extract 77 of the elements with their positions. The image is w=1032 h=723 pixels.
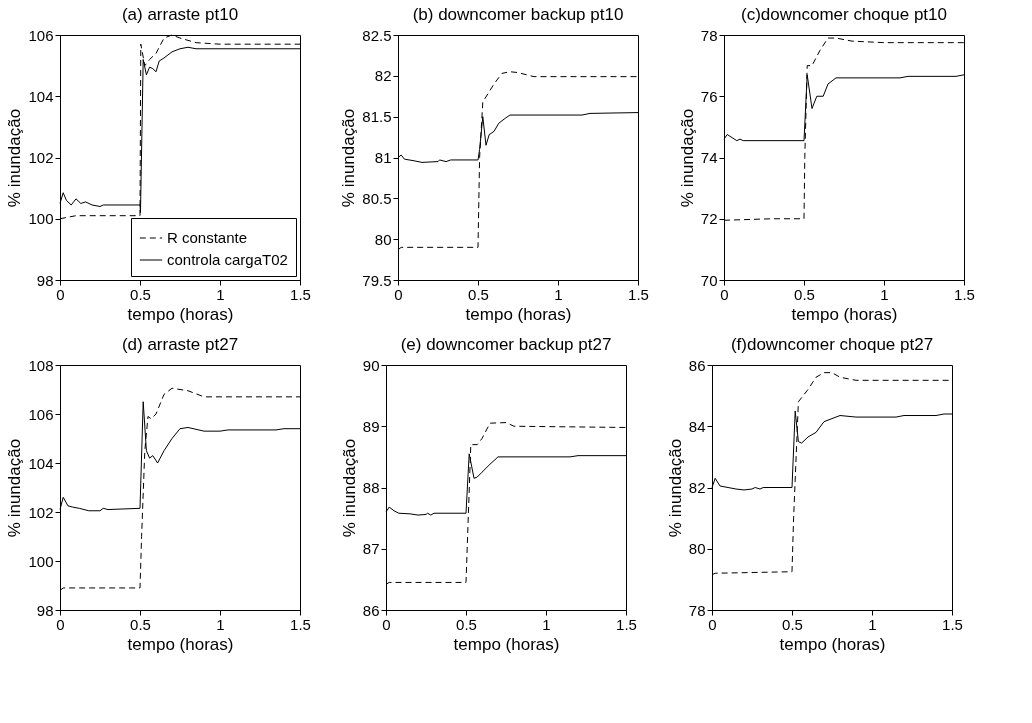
x-tick-label: 1.5 <box>942 615 963 633</box>
x-tick-label: 0 <box>56 285 65 303</box>
y-tick-label: 106 <box>28 26 54 44</box>
y-tick-label: 98 <box>36 601 54 619</box>
x-axis-title: tempo (horas) <box>779 634 886 654</box>
x-tick-label: 0 <box>720 285 729 303</box>
y-tick-label: 74 <box>700 149 718 166</box>
y-axis-title: % inundação <box>339 438 359 538</box>
y-tick-label: 89 <box>362 417 380 435</box>
x-tick-label: 0 <box>382 615 391 633</box>
y-tick-label: 84 <box>688 417 706 435</box>
x-tick-label: 0.5 <box>130 615 151 633</box>
legend-label: R constante <box>167 229 248 246</box>
x-axis-title: tempo (horas) <box>127 634 234 654</box>
y-tick-label: 102 <box>28 149 54 166</box>
y-tick-label: 72 <box>700 210 718 228</box>
y-tick-label: 70 <box>700 271 718 289</box>
x-tick-label: 1 <box>216 285 225 303</box>
x-tick-label: 0 <box>56 615 65 633</box>
y-tick-label: 86 <box>688 356 706 374</box>
x-tick-label: 1.5 <box>628 285 649 303</box>
y-tick-label: 100 <box>28 552 54 570</box>
x-axis-title: tempo (horas) <box>791 304 898 324</box>
x-tick-label: 0 <box>708 615 717 633</box>
x-axis-title: tempo (horas) <box>127 304 234 324</box>
y-axis-title: % inundação <box>5 108 25 208</box>
x-tick-label: 1.5 <box>290 285 311 303</box>
y-tick-label: 80 <box>688 540 706 558</box>
y-tick-label: 90 <box>362 356 380 374</box>
y-tick-label: 80.5 <box>362 189 392 207</box>
x-tick-label: 1 <box>542 615 551 633</box>
y-tick-label: 104 <box>28 454 54 472</box>
y-tick-label: 102 <box>28 503 54 521</box>
x-tick-label: 0.5 <box>130 285 151 303</box>
x-tick-label: 1 <box>880 285 889 303</box>
y-tick-label: 106 <box>28 405 54 423</box>
x-tick-label: 1 <box>868 615 877 633</box>
y-tick-label: 87 <box>362 540 380 558</box>
y-axis-title: % inundação <box>5 438 25 538</box>
x-axis-title: tempo (horas) <box>453 634 560 654</box>
chart-title: (f)downcomer choque pt27 <box>730 335 934 354</box>
y-tick-label: 82.5 <box>362 26 392 44</box>
x-tick-label: 0.5 <box>782 615 803 633</box>
x-tick-label: 0 <box>394 285 403 303</box>
y-axis-title: % inundação <box>665 438 685 538</box>
y-tick-label: 78 <box>688 601 706 619</box>
y-tick-label: 79.5 <box>362 271 392 289</box>
chart-title: (b) downcomer backup pt10 <box>412 5 624 24</box>
chart-title: (d) arraste pt27 <box>121 335 239 354</box>
y-tick-label: 78 <box>700 26 718 44</box>
x-tick-label: 1.5 <box>290 615 311 633</box>
y-tick-label: 104 <box>28 87 54 105</box>
x-tick-label: 0.5 <box>456 615 477 633</box>
chart-title: (e) downcomer backup pt27 <box>400 335 612 354</box>
x-tick-label: 1.5 <box>954 285 975 303</box>
y-tick-label: 81.5 <box>362 108 392 126</box>
chart-title: (c)downcomer choque pt10 <box>740 5 948 24</box>
x-tick-label: 1.5 <box>616 615 637 633</box>
y-axis-title: % inundação <box>339 108 359 208</box>
y-tick-label: 76 <box>700 87 718 105</box>
y-tick-label: 82 <box>374 67 392 85</box>
y-tick-label: 80 <box>374 230 392 248</box>
y-axis-title: % inundação <box>677 108 697 208</box>
x-tick-label: 0.5 <box>468 285 489 303</box>
y-tick-label: 81 <box>374 149 392 166</box>
x-tick-label: 1 <box>216 615 225 633</box>
y-tick-label: 86 <box>362 601 380 619</box>
y-tick-label: 100 <box>28 210 54 228</box>
x-tick-label: 0.5 <box>794 285 815 303</box>
x-tick-label: 1 <box>554 285 563 303</box>
y-tick-label: 88 <box>362 479 380 496</box>
legend-label: controla cargaT02 <box>167 251 288 268</box>
x-axis-title: tempo (horas) <box>465 304 572 324</box>
y-tick-label: 82 <box>688 479 706 496</box>
chart-title: (a) arraste pt10 <box>121 5 239 24</box>
y-tick-label: 108 <box>28 356 54 374</box>
y-tick-label: 98 <box>36 271 54 289</box>
